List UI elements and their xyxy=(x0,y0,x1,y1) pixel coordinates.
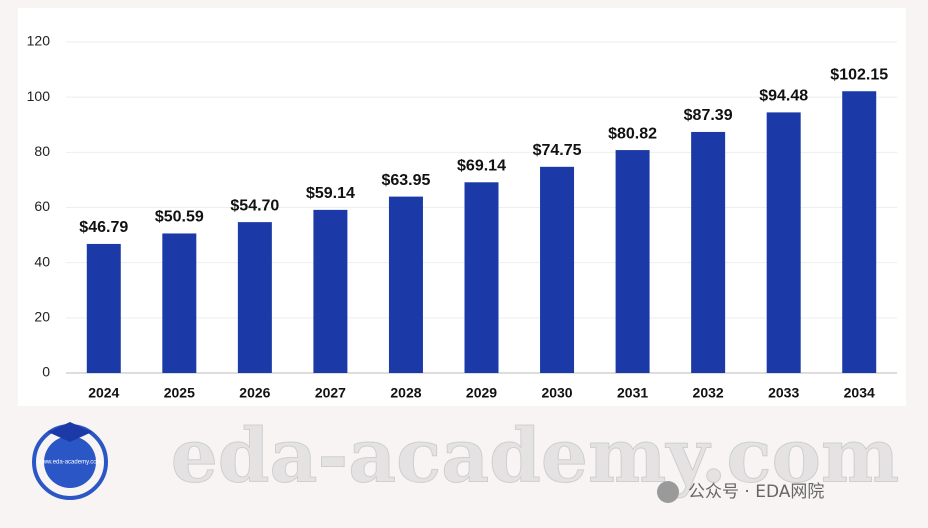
x-tick-label: 2030 xyxy=(541,385,572,401)
y-tick-label: 0 xyxy=(42,364,50,380)
logo-cap xyxy=(48,422,92,442)
logo-core xyxy=(44,436,96,488)
bar xyxy=(842,91,877,373)
x-tick-label: 2024 xyxy=(88,385,119,401)
bar xyxy=(86,243,121,373)
bar xyxy=(691,131,726,373)
bar xyxy=(615,150,650,373)
x-tick-label: 2029 xyxy=(466,385,497,401)
bar xyxy=(313,209,348,373)
y-tick-label: 100 xyxy=(27,88,51,104)
value-label: $46.79 xyxy=(79,219,128,236)
y-tick-label: 60 xyxy=(34,198,50,214)
logo: www.eda-academy.com xyxy=(32,422,108,500)
x-tick-label: 2025 xyxy=(164,385,195,401)
y-tick-label: 20 xyxy=(34,309,50,325)
value-label: $54.70 xyxy=(230,197,279,214)
value-label: $63.95 xyxy=(381,172,430,189)
y-tick-label: 80 xyxy=(34,143,50,159)
x-tick-label: 2026 xyxy=(239,385,270,401)
value-label: $50.59 xyxy=(155,209,204,226)
bar xyxy=(540,166,575,373)
bar xyxy=(162,233,197,373)
wechat-icon xyxy=(657,481,679,503)
x-tick-label: 2033 xyxy=(768,385,799,401)
value-label: $102.15 xyxy=(830,66,888,83)
value-label: $94.48 xyxy=(759,88,808,105)
footer-text: 公众号 · EDA网院 xyxy=(688,482,824,502)
logo-text: www.eda-academy.com xyxy=(37,460,101,466)
y-tick-label: 120 xyxy=(27,33,51,49)
bar xyxy=(388,196,423,373)
x-tick-label: 2028 xyxy=(390,385,421,401)
value-label: $87.39 xyxy=(684,107,733,124)
value-label: $69.14 xyxy=(457,158,506,175)
bar xyxy=(464,182,499,373)
bar xyxy=(237,222,272,373)
x-tick-label: 2032 xyxy=(693,385,724,401)
value-label: $80.82 xyxy=(608,125,657,142)
value-label: $59.14 xyxy=(306,185,355,202)
watermark: eda-academy.com xyxy=(171,414,900,500)
bar xyxy=(766,112,801,373)
value-label: $74.75 xyxy=(533,142,582,159)
x-tick-label: 2034 xyxy=(844,385,875,401)
x-tick-label: 2031 xyxy=(617,385,648,401)
y-tick-label: 40 xyxy=(34,253,50,269)
x-tick-label: 2027 xyxy=(315,385,346,401)
